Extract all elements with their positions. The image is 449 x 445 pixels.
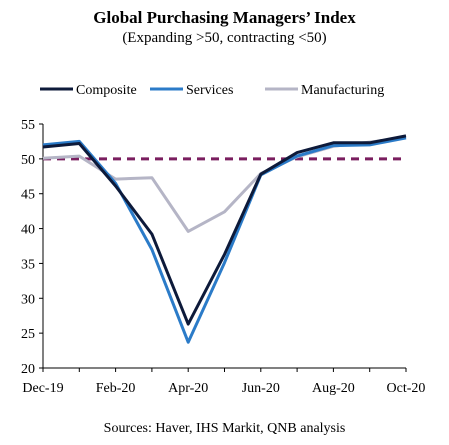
series-line-manufacturing <box>42 136 407 233</box>
x-tick-label: Dec-19 <box>22 381 63 396</box>
series-line-services <box>42 136 407 344</box>
x-tick-label: Apr-20 <box>168 381 208 396</box>
y-tick-label: 35 <box>21 257 35 272</box>
legend-label-composite: Composite <box>76 83 137 98</box>
y-tick-label: 45 <box>21 188 35 203</box>
y-tick-label: 55 <box>21 118 35 133</box>
x-tick-label: Jun-20 <box>242 381 280 396</box>
series-line-composite <box>42 134 407 326</box>
y-tick-label: 40 <box>21 223 35 238</box>
chart-subtitle: (Expanding >50, contracting <50) <box>122 30 327 46</box>
chart-source: Sources: Haver, IHS Markit, QNB analysis <box>103 421 346 436</box>
y-tick-label: 25 <box>21 327 35 342</box>
x-tick-label: Oct-20 <box>387 381 426 396</box>
chart-title: Global Purchasing Managers’ Index <box>93 8 356 27</box>
legend-label-services: Services <box>186 83 233 98</box>
y-tick-label: 50 <box>21 153 35 168</box>
y-tick-label: 20 <box>21 362 35 377</box>
y-tick-label: 30 <box>21 292 35 307</box>
x-tick-label: Feb-20 <box>96 381 136 396</box>
x-tick-label: Aug-20 <box>312 381 355 396</box>
legend-label-manufacturing: Manufacturing <box>301 83 384 98</box>
